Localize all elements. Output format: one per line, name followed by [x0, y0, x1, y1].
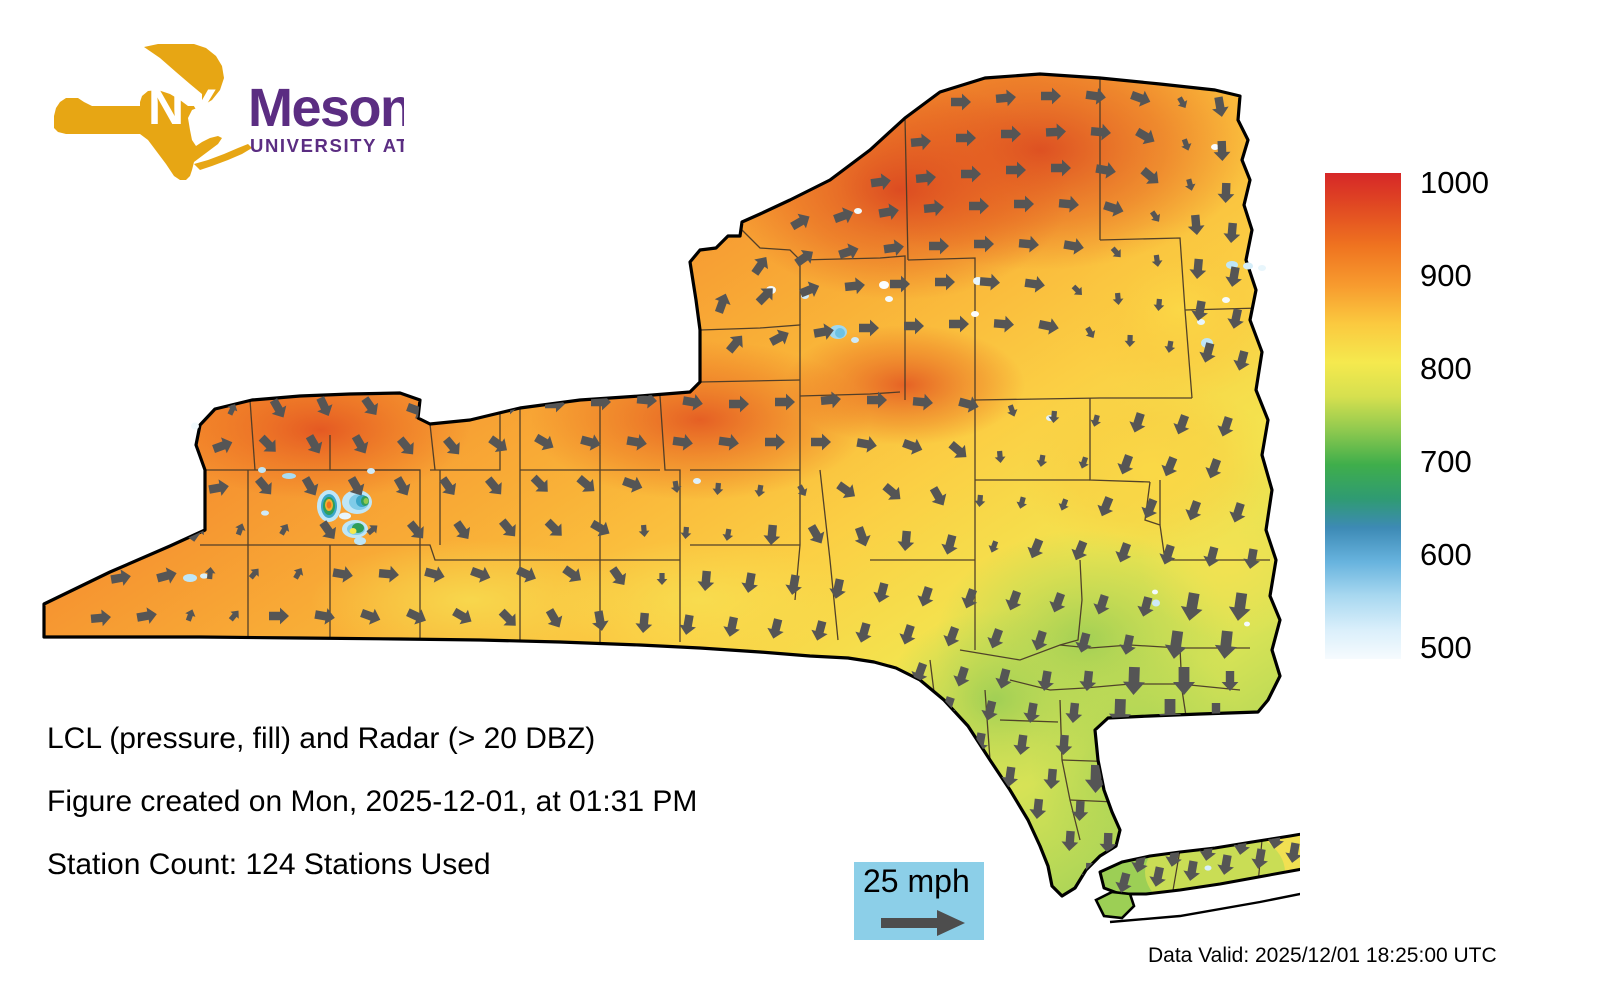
radar-echo-cell — [1152, 599, 1160, 607]
colorbar: 1000 900 800 700 600 500 — [1325, 167, 1575, 665]
radar-echo-cell — [1211, 144, 1219, 150]
logo-secondary-text: Mesonet — [248, 78, 404, 138]
colorbar-tick-2: 800 — [1420, 351, 1472, 386]
wind-legend-arrow-icon — [881, 910, 965, 936]
radar-echo-cell — [829, 325, 847, 339]
radar-echo-cell — [1152, 589, 1158, 595]
radar-echo-cell — [1197, 319, 1205, 325]
radar-echo-cell — [317, 490, 341, 522]
radar-echo-cell — [342, 520, 368, 538]
radar-echo-cell — [693, 478, 701, 484]
logo-subtitle: UNIVERSITY AT ALBANY — [250, 135, 404, 156]
colorbar-tick-1: 900 — [1420, 258, 1472, 293]
colorbar-tick-5: 500 — [1420, 630, 1472, 665]
figure-title: LCL (pressure, fill) and Radar (> 20 DBZ… — [47, 722, 596, 755]
radar-echo-cell — [354, 537, 366, 545]
radar-echo-cell — [258, 467, 266, 473]
radar-echo-cell — [879, 281, 889, 289]
radar-echo-cell — [1226, 261, 1238, 269]
wind-speed-legend: 25 mph — [854, 862, 984, 940]
colorbar-tick-0: 1000 — [1420, 165, 1489, 200]
radar-echo-cell — [885, 296, 893, 302]
colorbar-tick-3: 700 — [1420, 444, 1472, 479]
radar-echo-cell — [1258, 265, 1266, 271]
map-panel — [42, 72, 1300, 924]
radar-echo-cell — [854, 208, 862, 214]
radar-echo-cell — [367, 468, 375, 474]
logo-island-shape — [194, 144, 252, 170]
radar-echo-cell — [1204, 865, 1212, 871]
wind-legend-label: 25 mph — [863, 863, 970, 899]
data-valid-timestamp: Data Valid: 2025/12/01 18:25:00 UTC — [1148, 944, 1497, 967]
radar-echo-cell — [1222, 297, 1230, 303]
radar-echo-cell — [261, 510, 269, 516]
logo-primary-text: NYS — [148, 79, 248, 135]
radar-echoes — [183, 144, 1266, 871]
radar-echo-cell — [1244, 621, 1250, 627]
logo-svg: NYS Mesonet UNIVERSITY AT ALBANY — [54, 44, 404, 180]
state-outline — [42, 72, 1282, 898]
logo-state-shape — [54, 44, 224, 180]
colorbar-gradient — [1325, 173, 1401, 659]
colorbar-tick-4: 600 — [1420, 537, 1472, 572]
radar-echo-cell — [851, 337, 859, 343]
radar-echo-cell — [200, 573, 208, 579]
figure-created-timestamp: Figure created on Mon, 2025-12-01, at 01… — [47, 785, 698, 818]
radar-echo-cell — [971, 311, 979, 317]
radar-echo-cell — [282, 473, 296, 479]
ny-state-map — [42, 72, 1300, 924]
station-count-label: Station Count: 124 Stations Used — [47, 848, 491, 881]
radar-echo-cell — [1243, 262, 1253, 270]
radar-echo-cell — [342, 490, 372, 514]
nys-mesonet-logo: NYS Mesonet UNIVERSITY AT ALBANY — [52, 44, 404, 184]
radar-echo-cell — [183, 574, 197, 582]
radar-echo-cell — [339, 512, 351, 520]
radar-echo-cell — [191, 422, 199, 430]
